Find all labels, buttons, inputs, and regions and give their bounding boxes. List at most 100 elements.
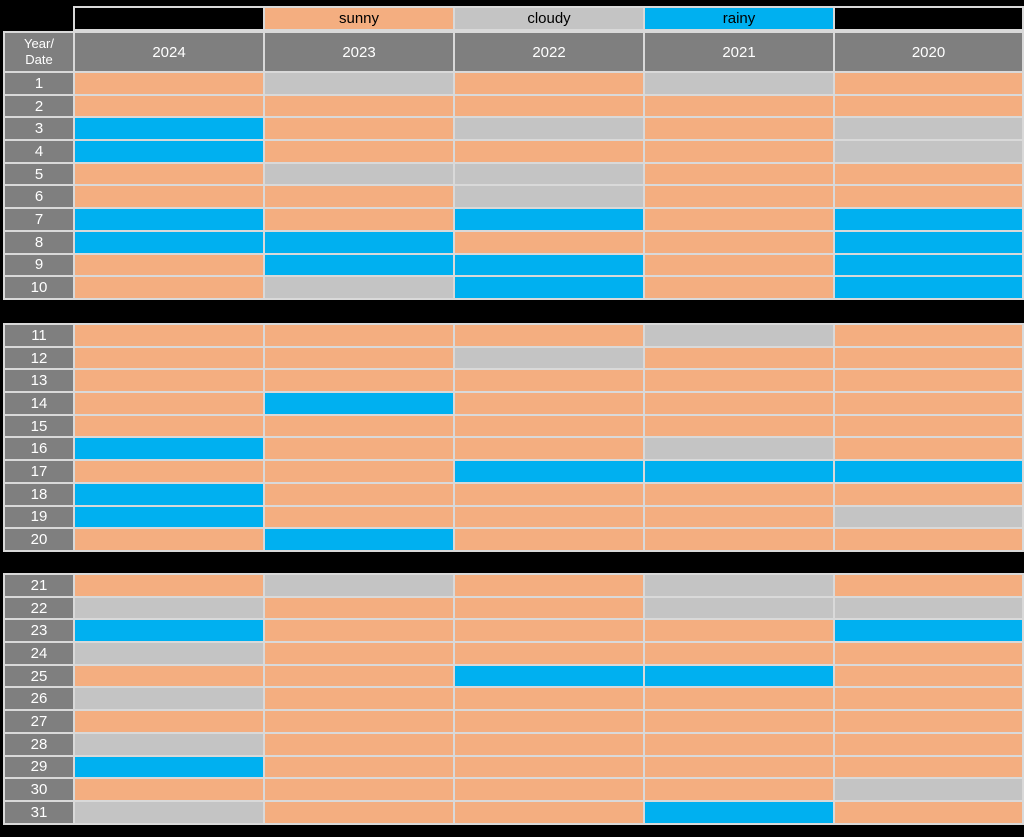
weather-cell-2021-day29 xyxy=(645,756,833,778)
weather-cell-2023-day27 xyxy=(265,711,453,732)
weather-cell-2024-day17 xyxy=(75,461,263,482)
weather-cell-2020-day17 xyxy=(835,461,1022,482)
weather-cell-2021-day20 xyxy=(645,529,833,550)
weather-cell-2024-day8 xyxy=(75,231,263,253)
weather-cell-2024-day20 xyxy=(75,529,263,550)
weather-cell-2024-day23 xyxy=(75,620,263,642)
weather-cell-2024-day4 xyxy=(75,141,263,162)
weather-cell-2023-day21 xyxy=(265,575,453,596)
weather-cell-2023-day26 xyxy=(265,688,453,710)
weather-cell-2024-day21 xyxy=(75,575,263,596)
date-row-header-29: 29 xyxy=(5,756,73,778)
weather-cell-2022-day4 xyxy=(455,141,643,162)
weather-cell-2020-day11 xyxy=(835,325,1022,346)
weather-cell-2024-day26 xyxy=(75,688,263,710)
weather-cell-2022-day22 xyxy=(455,597,643,619)
weather-cell-2022-day28 xyxy=(455,733,643,755)
weather-cell-2022-day12 xyxy=(455,347,643,369)
corner-header-year-date: Year/ Date xyxy=(5,33,73,71)
date-row-header-27: 27 xyxy=(5,711,73,732)
weather-cell-2023-day2 xyxy=(265,95,453,117)
weather-cell-2021-day4 xyxy=(645,141,833,162)
weather-cell-2022-day27 xyxy=(455,711,643,732)
weather-cell-2020-day7 xyxy=(835,209,1022,230)
weather-cell-2021-day10 xyxy=(645,277,833,298)
date-row-header-14: 14 xyxy=(5,393,73,414)
legend-row: sunny cloudy rainy xyxy=(73,6,1024,31)
weather-cell-2023-day19 xyxy=(265,506,453,528)
weather-cell-2024-day6 xyxy=(75,186,263,208)
weather-cell-2023-day15 xyxy=(265,415,453,437)
weather-cell-2020-day26 xyxy=(835,688,1022,710)
weather-cell-2023-day29 xyxy=(265,756,453,778)
weather-cell-2020-day24 xyxy=(835,643,1022,664)
date-row-header-3: 3 xyxy=(5,118,73,140)
weather-cell-2023-day8 xyxy=(265,231,453,253)
weather-cell-2023-day31 xyxy=(265,801,453,823)
weather-cell-2020-day8 xyxy=(835,231,1022,253)
weather-cell-2024-day11 xyxy=(75,325,263,346)
weather-cell-2023-day10 xyxy=(265,277,453,298)
weather-cell-2020-day25 xyxy=(835,665,1022,687)
weather-cell-2021-day7 xyxy=(645,209,833,230)
weather-cell-2021-day8 xyxy=(645,231,833,253)
date-row-header-21: 21 xyxy=(5,575,73,596)
weather-cell-2020-day2 xyxy=(835,95,1022,117)
weather-cell-2024-day16 xyxy=(75,438,263,460)
weather-cell-2020-day16 xyxy=(835,438,1022,460)
weather-cell-2021-day31 xyxy=(645,801,833,823)
weather-cell-2022-day13 xyxy=(455,370,643,392)
date-row-header-19: 19 xyxy=(5,506,73,528)
weather-cell-2021-day9 xyxy=(645,254,833,276)
weather-cell-2020-day15 xyxy=(835,415,1022,437)
weather-cell-2023-day17 xyxy=(265,461,453,482)
year-header-2022: 2022 xyxy=(455,33,643,71)
weather-cell-2024-day7 xyxy=(75,209,263,230)
weather-cell-2021-day1 xyxy=(645,73,833,94)
weather-cell-2021-day18 xyxy=(645,483,833,505)
weather-cell-2023-day14 xyxy=(265,393,453,414)
weather-cell-2023-day9 xyxy=(265,254,453,276)
date-row-header-8: 8 xyxy=(5,231,73,253)
date-row-header-1: 1 xyxy=(5,73,73,94)
weather-cell-2020-day22 xyxy=(835,597,1022,619)
weather-cell-2021-day3 xyxy=(645,118,833,140)
date-row-header-4: 4 xyxy=(5,141,73,162)
weather-cell-2024-day22 xyxy=(75,597,263,619)
weather-cell-2023-day12 xyxy=(265,347,453,369)
weather-cell-2021-day5 xyxy=(645,163,833,185)
weather-cell-2020-day27 xyxy=(835,711,1022,732)
weather-cell-2020-day4 xyxy=(835,141,1022,162)
year-header-2020: 2020 xyxy=(835,33,1022,71)
date-row-header-24: 24 xyxy=(5,643,73,664)
date-row-header-7: 7 xyxy=(5,209,73,230)
weather-cell-2021-day27 xyxy=(645,711,833,732)
weather-cell-2021-day24 xyxy=(645,643,833,664)
weather-cell-2021-day11 xyxy=(645,325,833,346)
weather-cell-2020-day23 xyxy=(835,620,1022,642)
weather-cell-2020-day6 xyxy=(835,186,1022,208)
weather-cell-2020-day30 xyxy=(835,779,1022,800)
weather-cell-2020-day10 xyxy=(835,277,1022,298)
weather-cell-2021-day2 xyxy=(645,95,833,117)
weather-cell-2023-day11 xyxy=(265,325,453,346)
legend-item-sunny: sunny xyxy=(265,8,453,29)
date-row-header-30: 30 xyxy=(5,779,73,800)
date-row-header-18: 18 xyxy=(5,483,73,505)
date-row-header-26: 26 xyxy=(5,688,73,710)
weather-cell-2024-day1 xyxy=(75,73,263,94)
weather-cell-2021-day19 xyxy=(645,506,833,528)
weather-cell-2024-day10 xyxy=(75,277,263,298)
weather-cell-2024-day24 xyxy=(75,643,263,664)
legend-spacer-cell xyxy=(75,8,263,29)
weather-cell-2022-day15 xyxy=(455,415,643,437)
weather-cell-2023-day28 xyxy=(265,733,453,755)
weather-cell-2021-day28 xyxy=(645,733,833,755)
weather-cell-2024-day30 xyxy=(75,779,263,800)
weather-cell-2023-day1 xyxy=(265,73,453,94)
weather-cell-2024-day5 xyxy=(75,163,263,185)
date-block-11-20: 11 12 13 14 15 16 17 18 19 20 xyxy=(3,323,1024,552)
date-row-header-16: 16 xyxy=(5,438,73,460)
weather-cell-2022-day16 xyxy=(455,438,643,460)
